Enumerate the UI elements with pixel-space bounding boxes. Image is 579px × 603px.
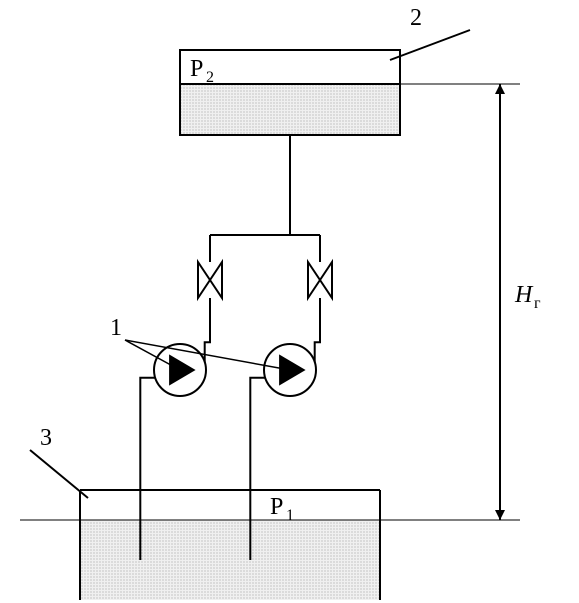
hydraulic-diagram: P22P131Hг <box>0 0 579 603</box>
label-H-sub: г <box>534 295 541 312</box>
label-p2-sub: 2 <box>206 69 214 86</box>
label-p1: P <box>270 494 283 520</box>
label-p1-sub: 1 <box>286 507 294 524</box>
callout-3: 3 <box>40 425 52 451</box>
label-H: H <box>514 282 534 308</box>
callout-2: 2 <box>410 5 422 31</box>
callout-1: 1 <box>110 315 122 341</box>
label-p2: P <box>190 56 203 82</box>
